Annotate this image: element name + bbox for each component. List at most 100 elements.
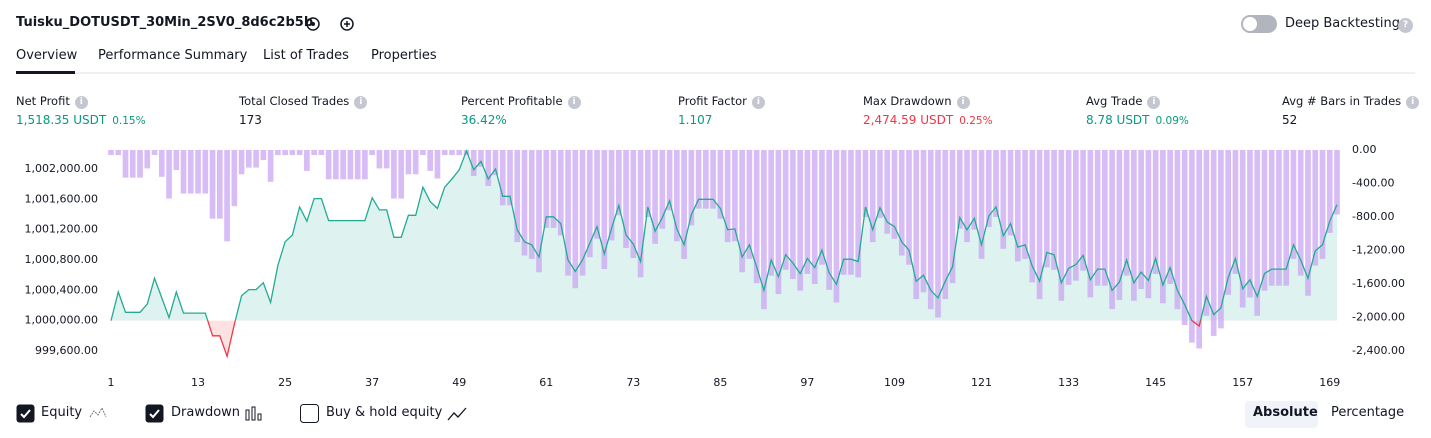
info-icon[interactable]: i <box>956 96 970 109</box>
drawdown-bar <box>275 150 281 156</box>
info-icon[interactable]: i <box>567 96 581 109</box>
metric-value: 1,518.35 USDT 0.15% <box>16 113 146 127</box>
drawdown-bar <box>543 150 550 228</box>
tab[interactable]: Performance Summary <box>98 48 248 63</box>
y2-tick-label: -800.00 <box>1352 210 1394 223</box>
metric-label: Total Closed Trades i <box>239 94 368 109</box>
drawdown-bar <box>557 150 564 236</box>
toggle[interactable] <box>1240 14 1280 34</box>
drawdown-bar <box>246 150 252 168</box>
drawdown-bar <box>304 150 310 171</box>
info-icon[interactable]: i <box>1406 96 1420 109</box>
drawdown-bar <box>1305 150 1311 296</box>
x-tick-label: 145 <box>1145 376 1166 389</box>
absolute-button[interactable]: Absolute <box>1253 405 1318 420</box>
drawdown-bar <box>158 150 165 177</box>
drawdown-bar <box>333 150 339 180</box>
drawdown-bar <box>1174 150 1181 310</box>
tab[interactable]: Overview <box>16 48 78 63</box>
drawdown-bar <box>1276 150 1282 286</box>
drawdown-bar <box>652 150 658 244</box>
drawdown-bar <box>1189 150 1195 343</box>
drawdown-bar <box>369 150 375 156</box>
drawdown-bar <box>819 150 825 265</box>
percentage-button[interactable]: Percentage <box>1331 405 1405 420</box>
equity-line <box>110 148 1338 359</box>
metric-value: 36.42% <box>461 113 507 127</box>
drawdown-bar <box>1102 150 1108 286</box>
drawdown-bar <box>761 150 767 310</box>
legend-equity[interactable]: Equity <box>41 405 83 420</box>
drawdown-bar <box>1087 150 1094 298</box>
drawdown-bar <box>797 150 804 291</box>
drawdown-bar <box>550 150 557 228</box>
drawdown-bar <box>688 150 695 226</box>
drawdown-bar <box>913 150 920 300</box>
drawdown-bar <box>1319 150 1326 259</box>
drawdown-bar <box>790 150 796 279</box>
info-icon[interactable]: i <box>751 96 765 109</box>
drawdown-bar <box>528 150 535 259</box>
info-icon[interactable]: i <box>74 96 88 109</box>
legend-drawdown[interactable]: Drawdown <box>171 405 241 420</box>
info-icon[interactable]: i <box>354 96 368 109</box>
buy-hold-checkbox[interactable]: Buy & hold equity <box>326 405 443 420</box>
drawdown-bar <box>180 150 187 194</box>
x-tick-label: 85 <box>713 376 727 389</box>
drawdown-bar <box>862 150 869 217</box>
drawdown-bar <box>398 150 405 199</box>
x-tick-label: 169 <box>1319 376 1340 389</box>
drawdown-bar <box>1116 150 1123 300</box>
drawdown-bar <box>1123 150 1130 276</box>
y-tick-label: 1,001,200.00 <box>25 223 98 236</box>
drawdown-bar <box>920 150 927 293</box>
drawdown-bar <box>1051 150 1057 270</box>
title-icons[interactable] <box>304 14 364 34</box>
drawdown-bar <box>1312 150 1319 266</box>
drawdown-bar <box>1247 150 1253 298</box>
drawdown-bar <box>877 150 883 218</box>
metric-label: Percent Profitable i <box>461 94 581 109</box>
drawdown-bar <box>1029 150 1036 283</box>
drawdown-bar <box>869 150 876 243</box>
drawdown-bar <box>942 150 949 300</box>
drawdown-bar <box>695 150 702 209</box>
drawdown-bar <box>1196 150 1202 349</box>
help-icon[interactable]: ? <box>1398 18 1413 33</box>
drawdown-bar <box>579 150 586 276</box>
metric-label: Max Drawdown i <box>863 94 970 109</box>
drawdown-bar <box>260 150 267 161</box>
drawdown-bar <box>122 150 129 178</box>
drawdown-bar <box>615 150 622 216</box>
info-icon[interactable]: i <box>1147 96 1161 109</box>
drawdown-bar <box>434 150 441 179</box>
drawdown-bar <box>717 150 724 219</box>
tab[interactable]: List of Trades <box>263 48 349 63</box>
drawdown-bar <box>420 150 426 156</box>
tab[interactable]: Properties <box>371 48 437 63</box>
x-tick-label: 97 <box>800 376 814 389</box>
metric-percent: 0.25% <box>959 115 993 127</box>
metric-value-text: 8.78 USDT <box>1086 113 1150 127</box>
drawdown-bar <box>456 150 463 156</box>
drawdown-bar <box>848 150 854 275</box>
metric-label: Avg Trade i <box>1086 94 1161 109</box>
drawdown-bar <box>1261 150 1268 291</box>
drawdown-bar <box>1145 150 1152 299</box>
drawdown-bar <box>1326 150 1333 233</box>
drawdown-bar <box>1058 150 1065 301</box>
drawdown-bar <box>195 150 201 194</box>
drawdown-bar <box>108 150 114 156</box>
metric-label: Net Profit i <box>16 94 88 109</box>
drawdown-bar <box>1334 150 1340 215</box>
x-tick-label: 73 <box>626 376 640 389</box>
drawdown-bar <box>1000 150 1007 249</box>
drawdown-bar <box>949 150 956 284</box>
drawdown-bar <box>724 150 731 243</box>
metric-value-text: 52 <box>1282 113 1298 127</box>
drawdown-bar <box>978 150 985 259</box>
drawdown-bar <box>202 150 209 194</box>
metric-value: 173 <box>239 113 262 127</box>
drawdown-bar <box>674 150 680 242</box>
drawdown-bar <box>826 150 833 290</box>
